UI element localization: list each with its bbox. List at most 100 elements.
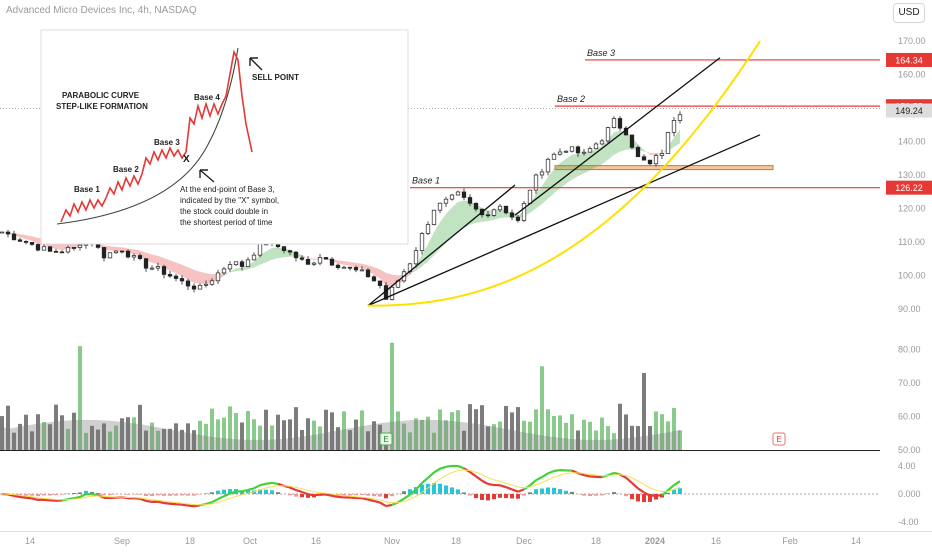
candle-body (108, 253, 112, 258)
ema-ribbon-segment (236, 268, 242, 271)
ema-ribbon-segment (560, 159, 566, 189)
candle-body (456, 192, 460, 195)
macd-line (326, 495, 332, 496)
candle-body (6, 232, 10, 234)
candle-body (114, 251, 118, 253)
candle-body (138, 256, 142, 259)
candle-body (678, 115, 682, 121)
candle-body (588, 149, 592, 152)
macd-line (542, 473, 548, 477)
candle-body (672, 120, 676, 132)
signal-line (362, 497, 368, 498)
price-tick-label: 160.00 (898, 70, 926, 80)
histogram-bar (498, 494, 502, 498)
candle-body (594, 144, 598, 149)
candle-body (510, 213, 514, 217)
earnings-marker[interactable]: E (773, 433, 785, 445)
candle-body (426, 225, 430, 234)
histogram-bar (294, 494, 298, 497)
signal-line (452, 471, 458, 473)
earnings-marker[interactable]: E (380, 433, 392, 445)
signal-line (284, 486, 290, 487)
candle-body (648, 160, 652, 164)
candle-body (330, 259, 334, 265)
candle-body (18, 240, 22, 242)
candle-body (450, 195, 454, 199)
trendline (515, 58, 720, 215)
signal-line (266, 486, 272, 488)
histogram-bar (528, 492, 532, 494)
histogram-bar (600, 494, 604, 495)
candle-body (612, 118, 616, 127)
inset-sell-point-label: SELL POINT (252, 73, 299, 82)
candle-body (156, 267, 160, 269)
signal-line (302, 489, 308, 491)
histogram-bar (612, 492, 616, 494)
candle-body (228, 265, 232, 269)
macd-line (266, 483, 272, 484)
histogram-bar (588, 494, 592, 496)
candle-body (552, 154, 556, 159)
macd-line (584, 475, 590, 476)
candle-body (564, 151, 568, 152)
macd-line (482, 481, 488, 484)
signal-line (542, 480, 548, 483)
macd-line (626, 478, 632, 483)
macd-line (212, 499, 218, 502)
candle-body (582, 152, 586, 153)
candle-body (60, 252, 64, 253)
candle-body (630, 135, 634, 147)
macd-line (404, 495, 410, 499)
macd-line (428, 472, 434, 477)
signal-line (644, 484, 650, 487)
ema-ribbon-segment (386, 273, 392, 286)
signal-line (344, 496, 350, 497)
signal-line (458, 470, 464, 471)
macd-line (332, 496, 338, 497)
macd-line (374, 501, 380, 503)
histogram-bar (138, 494, 142, 495)
histogram-bar (360, 494, 364, 495)
histogram-bar (180, 494, 184, 495)
ema-ribbon-segment (20, 234, 26, 239)
histogram-bar (348, 494, 352, 495)
candle-body (132, 256, 136, 258)
inset-note-line4: the shortest period of time (180, 218, 273, 227)
macd-line (170, 504, 176, 505)
price-tick-label: 120.00 (898, 204, 926, 214)
price-tick-label: 90.00 (898, 304, 921, 314)
histogram-bar (378, 494, 382, 497)
macd-line (536, 477, 542, 480)
macd-line (188, 506, 194, 507)
histogram-bar (624, 494, 628, 496)
macd-line (632, 483, 638, 488)
macd-line (182, 505, 188, 506)
histogram-bar (72, 493, 76, 494)
chart-title: Advanced Micro Devices Inc, 4h, NASDAQ (6, 5, 197, 16)
macd-line (20, 497, 26, 498)
signal-line (164, 501, 170, 502)
histogram-bar (480, 494, 484, 500)
macd-line (158, 502, 164, 503)
signal-line (632, 478, 638, 481)
candle-body (372, 277, 376, 281)
time-tick-label: 14 (851, 536, 861, 546)
macd-line (242, 490, 248, 491)
histogram-bar (60, 494, 64, 495)
macd-line (362, 498, 368, 499)
histogram-bar (444, 485, 448, 494)
time-tick-label: 18 (185, 536, 195, 546)
currency-selector[interactable]: USD (893, 3, 925, 23)
signal-line (20, 495, 26, 496)
ema-ribbon-segment (152, 254, 158, 264)
candle-body (72, 247, 76, 248)
inset-base4-label: Base 4 (194, 93, 220, 102)
ema-ribbon-segment (350, 262, 356, 267)
signal-line (380, 500, 386, 502)
signal-line (260, 488, 266, 490)
histogram-bar (372, 494, 376, 496)
ema-ribbon-segment (182, 265, 188, 280)
signal-line (236, 495, 242, 496)
